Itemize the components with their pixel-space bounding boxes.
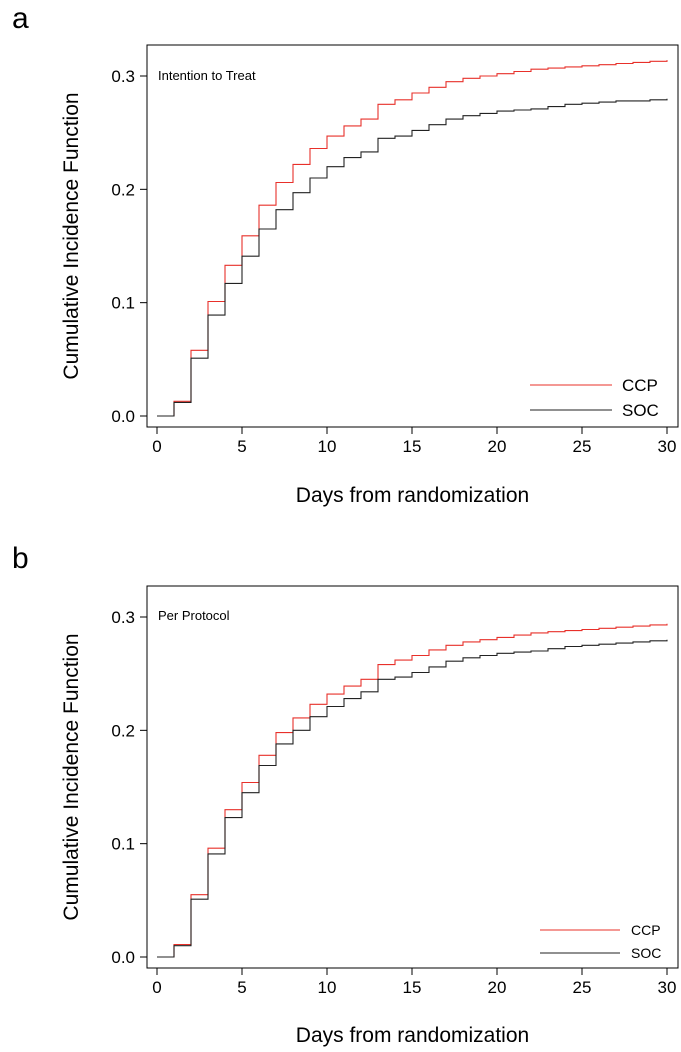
panel-annotation: Per Protocol [158, 608, 230, 623]
plot-frame [146, 585, 679, 969]
x-tick-label: 10 [318, 978, 337, 997]
x-axis-label: Days from randomization [296, 1024, 529, 1047]
panel-label-b: b [12, 542, 29, 575]
y-tick-label: 0.3 [111, 67, 135, 86]
legend-label-soc: SOC [631, 945, 661, 961]
legend-label-ccp: CCP [631, 922, 661, 938]
y-axis-label: Cumulative Incidence Function [60, 92, 83, 379]
legend-label-ccp: CCP [622, 376, 658, 395]
x-tick-label: 5 [237, 978, 246, 997]
y-tick-label: 0.1 [111, 835, 135, 854]
y-tick-label: 0.2 [111, 721, 135, 740]
x-tick-label: 0 [152, 978, 161, 997]
chart-panel-b: 0 5 10 15 20 25 30 0.0 0.1 0.2 0.3 Days from random… [60, 585, 679, 1047]
y-tick-label: 0.1 [111, 294, 135, 313]
y-tick-label: 0.3 [111, 608, 135, 627]
x-tick-label: 5 [237, 437, 246, 456]
x-tick-label: 20 [488, 978, 507, 997]
x-tick-label: 25 [573, 437, 592, 456]
y-axis-label: Cumulative Incidence Function [60, 633, 83, 920]
series-line-soc [157, 98, 668, 417]
x-tick-label: 30 [658, 978, 677, 997]
chart-panel-a: 0 5 10 15 20 25 30 0.0 0.1 0.2 0.3 Days from random… [60, 44, 679, 507]
series-line-ccp [157, 60, 668, 417]
x-tick-label: 15 [403, 978, 422, 997]
x-tick-label: 10 [318, 437, 337, 456]
x-tick-label: 20 [488, 437, 507, 456]
x-tick-label: 25 [573, 978, 592, 997]
series-line-ccp [157, 623, 668, 958]
x-tick-label: 30 [658, 437, 677, 456]
y-tick-label: 0.2 [111, 180, 135, 199]
y-tick-label: 0.0 [111, 407, 135, 426]
plot-frame [146, 44, 679, 428]
y-tick-label: 0.0 [111, 948, 135, 967]
x-axis-label: Days from randomization [296, 484, 529, 507]
series-line-soc [157, 639, 668, 958]
panel-annotation: Intention to Treat [158, 68, 256, 83]
panel-label-a: a [12, 2, 29, 35]
legend: CCP SOC [530, 376, 659, 420]
x-tick-label: 0 [152, 437, 161, 456]
x-tick-label: 15 [403, 437, 422, 456]
legend: CCP SOC [540, 922, 661, 961]
legend-label-soc: SOC [622, 401, 659, 420]
